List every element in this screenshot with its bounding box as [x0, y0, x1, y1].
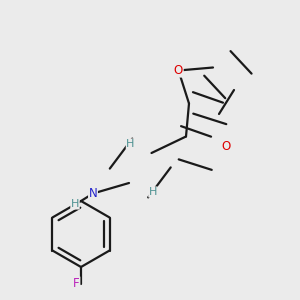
Text: H: H	[126, 139, 135, 149]
Text: O: O	[222, 140, 231, 154]
Text: O: O	[174, 64, 183, 77]
Text: H: H	[71, 199, 79, 209]
Text: N: N	[88, 187, 98, 200]
Text: H: H	[149, 187, 157, 197]
Text: F: F	[73, 277, 80, 290]
